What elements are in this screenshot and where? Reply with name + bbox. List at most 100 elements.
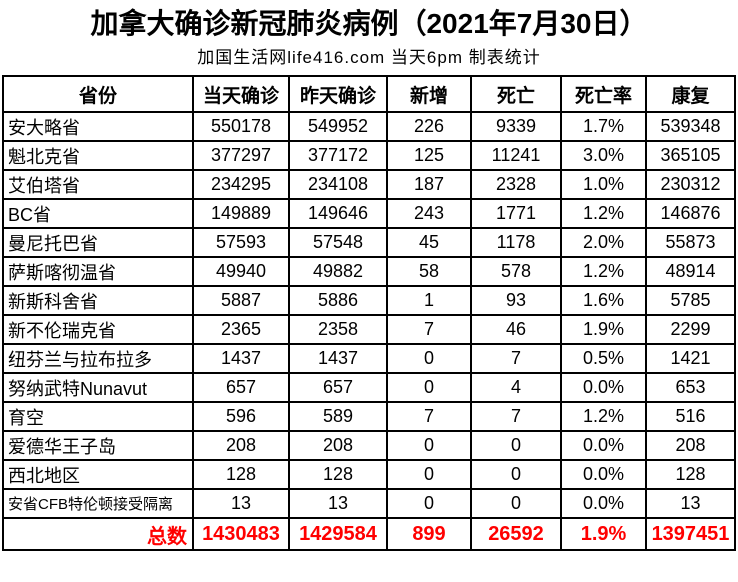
table-row: 安省CFB特伦顿接受隔离 13 13 0 0 0.0% 13 <box>2 488 736 519</box>
value-cell: 11241 <box>470 140 562 171</box>
table-row: 魁北克省 377297 377172 125 11241 3.0% 365105 <box>2 140 736 171</box>
value-cell: 0.0% <box>560 430 647 461</box>
value-cell: 0 <box>386 459 472 490</box>
value-cell: 0.0% <box>560 459 647 490</box>
value-cell: 0 <box>386 430 472 461</box>
value-cell: 49882 <box>288 256 388 287</box>
table-row: 新斯科舍省 5887 5886 1 93 1.6% 5785 <box>2 285 736 316</box>
value-cell: 5785 <box>645 285 736 316</box>
value-cell: 208 <box>645 430 736 461</box>
value-cell: 3.0% <box>560 140 647 171</box>
province-cell: 安省CFB特伦顿接受隔离 <box>2 488 194 519</box>
table-row: 萨斯喀彻温省 49940 49882 58 578 1.2% 48914 <box>2 256 736 287</box>
value-cell: 1.9% <box>560 314 647 345</box>
value-cell: 57593 <box>192 227 290 258</box>
value-cell: 0 <box>386 372 472 403</box>
column-header: 省份 <box>2 75 194 113</box>
value-cell: 45 <box>386 227 472 258</box>
value-cell: 549952 <box>288 111 388 142</box>
value-cell: 653 <box>645 372 736 403</box>
province-cell: 艾伯塔省 <box>2 169 194 200</box>
column-header: 死亡率 <box>560 75 647 113</box>
value-cell: 1.2% <box>560 401 647 432</box>
value-cell: 0.0% <box>560 372 647 403</box>
value-cell: 1.2% <box>560 256 647 287</box>
value-cell: 243 <box>386 198 472 229</box>
total-value-cell: 1397451 <box>645 517 736 551</box>
value-cell: 1421 <box>645 343 736 374</box>
total-row: 总数 1430483 1429584 899 26592 1.9% 1397451 <box>2 517 736 551</box>
table-row: 爱德华王子岛 208 208 0 0 0.0% 208 <box>2 430 736 461</box>
column-header: 新增 <box>386 75 472 113</box>
value-cell: 226 <box>386 111 472 142</box>
value-cell: 187 <box>386 169 472 200</box>
value-cell: 234295 <box>192 169 290 200</box>
value-cell: 377172 <box>288 140 388 171</box>
table-row: 安大略省 550178 549952 226 9339 1.7% 539348 <box>2 111 736 142</box>
value-cell: 7 <box>470 401 562 432</box>
value-cell: 125 <box>386 140 472 171</box>
value-cell: 93 <box>470 285 562 316</box>
total-value-cell: 1.9% <box>560 517 647 551</box>
value-cell: 0 <box>470 488 562 519</box>
column-header: 当天确诊 <box>192 75 290 113</box>
province-cell: 纽芬兰与拉布拉多 <box>2 343 194 374</box>
value-cell: 234108 <box>288 169 388 200</box>
value-cell: 1 <box>386 285 472 316</box>
total-value-cell: 1430483 <box>192 517 290 551</box>
value-cell: 1178 <box>470 227 562 258</box>
column-header: 昨天确诊 <box>288 75 388 113</box>
value-cell: 0.5% <box>560 343 647 374</box>
value-cell: 146876 <box>645 198 736 229</box>
table-row: BC省 149889 149646 243 1771 1.2% 146876 <box>2 198 736 229</box>
value-cell: 365105 <box>645 140 736 171</box>
table-row: 纽芬兰与拉布拉多 1437 1437 0 7 0.5% 1421 <box>2 343 736 374</box>
value-cell: 9339 <box>470 111 562 142</box>
value-cell: 5886 <box>288 285 388 316</box>
province-cell: 新斯科舍省 <box>2 285 194 316</box>
value-cell: 48914 <box>645 256 736 287</box>
value-cell: 1.6% <box>560 285 647 316</box>
value-cell: 0 <box>470 430 562 461</box>
covid-stats-table: 省份 当天确诊 昨天确诊 新增 死亡 死亡率 康复 安大略省 550178 549952 226 9… <box>2 75 736 551</box>
table-row: 艾伯塔省 234295 234108 187 2328 1.0% 230312 <box>2 169 736 200</box>
value-cell: 1.0% <box>560 169 647 200</box>
value-cell: 2365 <box>192 314 290 345</box>
value-cell: 58 <box>386 256 472 287</box>
value-cell: 7 <box>386 401 472 432</box>
province-cell: 萨斯喀彻温省 <box>2 256 194 287</box>
value-cell: 578 <box>470 256 562 287</box>
total-value-cell: 899 <box>386 517 472 551</box>
value-cell: 5887 <box>192 285 290 316</box>
value-cell: 208 <box>288 430 388 461</box>
value-cell: 208 <box>192 430 290 461</box>
value-cell: 1437 <box>192 343 290 374</box>
value-cell: 49940 <box>192 256 290 287</box>
total-value-cell: 1429584 <box>288 517 388 551</box>
table-row: 努纳武特Nunavut 657 657 0 4 0.0% 653 <box>2 372 736 403</box>
table-row: 育空 596 589 7 7 1.2% 516 <box>2 401 736 432</box>
value-cell: 46 <box>470 314 562 345</box>
column-header: 康复 <box>645 75 736 113</box>
value-cell: 589 <box>288 401 388 432</box>
province-cell: 西北地区 <box>2 459 194 490</box>
value-cell: 1437 <box>288 343 388 374</box>
value-cell: 149889 <box>192 198 290 229</box>
value-cell: 0 <box>386 488 472 519</box>
value-cell: 128 <box>645 459 736 490</box>
value-cell: 0.0% <box>560 488 647 519</box>
value-cell: 7 <box>386 314 472 345</box>
province-cell: 魁北克省 <box>2 140 194 171</box>
value-cell: 13 <box>645 488 736 519</box>
value-cell: 7 <box>470 343 562 374</box>
value-cell: 516 <box>645 401 736 432</box>
value-cell: 55873 <box>645 227 736 258</box>
value-cell: 596 <box>192 401 290 432</box>
value-cell: 13 <box>288 488 388 519</box>
value-cell: 1.2% <box>560 198 647 229</box>
value-cell: 657 <box>192 372 290 403</box>
province-cell: 曼尼托巴省 <box>2 227 194 258</box>
column-header: 死亡 <box>470 75 562 113</box>
total-value-cell: 26592 <box>470 517 562 551</box>
value-cell: 2358 <box>288 314 388 345</box>
